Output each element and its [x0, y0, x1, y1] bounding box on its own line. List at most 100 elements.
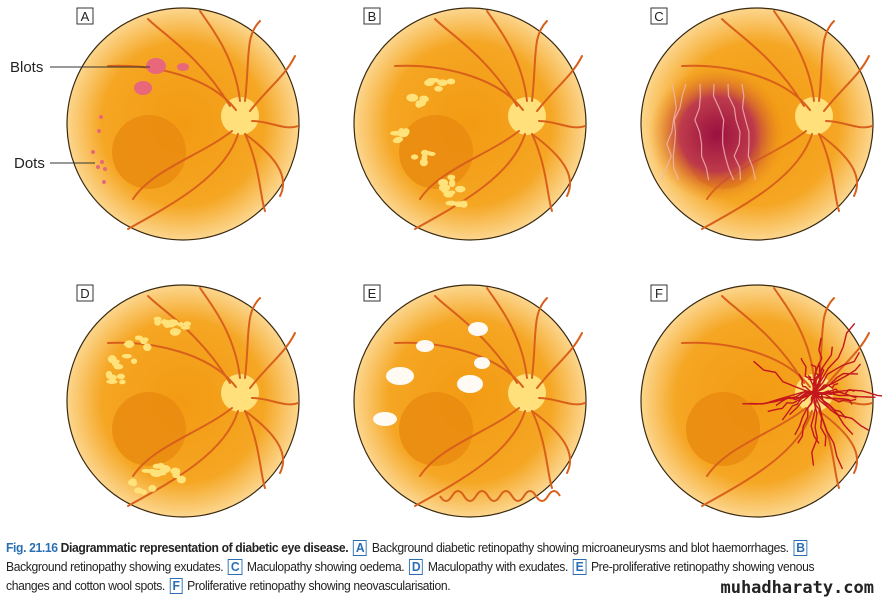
figure-title: Diagrammatic representation of diabetic …: [60, 540, 349, 555]
caption-text-b: Background retinopathy showing exudates.: [6, 559, 227, 574]
retinal-vessels: [394, 287, 586, 507]
vessel: [701, 133, 813, 230]
caption-text-a: Background diabetic retinopathy showing …: [368, 540, 792, 555]
macula: [112, 115, 186, 189]
vessel: [825, 120, 873, 129]
vessel: [531, 410, 553, 489]
hard-exudate: [447, 174, 456, 181]
panel-label: F: [655, 286, 663, 301]
vessel: [818, 133, 840, 212]
new-vessel: [812, 337, 823, 394]
hard-exudate: [455, 185, 466, 193]
cotton-wool-spot: [474, 357, 490, 369]
caption-letter-e: E: [572, 559, 587, 575]
hard-exudate: [406, 93, 419, 102]
vessel: [419, 130, 520, 200]
dots-label: Dots: [14, 155, 45, 172]
figure-number: Fig. 21.16: [6, 540, 58, 555]
hard-exudate: [157, 469, 165, 476]
vessel: [249, 332, 296, 389]
hard-exudate: [448, 179, 456, 188]
macula: [686, 392, 760, 466]
new-vessel: [813, 351, 861, 394]
new-vessel: [753, 360, 815, 394]
panel-label: D: [80, 286, 89, 301]
diabetic-eye-disease-figure: A B C D E F Blots Dots: [10, 7, 882, 518]
vessel: [127, 133, 239, 230]
caption-items: A Background diabetic retinopathy showin…: [6, 540, 815, 594]
hard-exudate: [398, 128, 405, 136]
hard-exudate: [142, 337, 149, 343]
hard-exudate: [419, 158, 428, 167]
hard-exudate: [438, 179, 449, 186]
hard-exudate: [180, 325, 191, 330]
hard-exudate: [448, 190, 456, 195]
tortuous-vessel: [672, 83, 687, 181]
new-vessel: [798, 373, 815, 394]
hard-exudate: [176, 475, 187, 484]
retinal-vessels: [681, 10, 873, 230]
microaneurysm-dot: [97, 129, 101, 133]
vessel: [823, 332, 870, 389]
cotton-wool-spot: [416, 340, 434, 352]
blot-haemorrhage: [177, 63, 189, 71]
caption-letter-b: B: [793, 540, 808, 556]
venous-loop: [439, 490, 561, 502]
vessel: [486, 10, 528, 102]
caption-letter-f: F: [169, 578, 183, 594]
figure-caption: Fig. 21.16 Diagrammatic representation o…: [6, 538, 825, 595]
vessel: [818, 297, 835, 379]
vessel: [538, 397, 586, 406]
caption-letter-c: C: [228, 559, 243, 575]
new-vessels: [742, 322, 882, 470]
new-vessel: [813, 392, 854, 435]
vessel: [434, 18, 518, 107]
tortuous-vessel: [712, 83, 735, 181]
vessel: [531, 133, 553, 212]
tortuous-vessel: [694, 83, 710, 181]
vessel: [127, 410, 239, 507]
hard-exudate: [434, 85, 443, 92]
vessel: [706, 407, 807, 477]
vessel: [823, 55, 870, 112]
vessel: [414, 133, 526, 230]
hard-exudate: [154, 318, 162, 326]
new-vessel: [813, 346, 833, 394]
vessel: [414, 410, 526, 507]
vessel: [244, 297, 261, 379]
new-vessel: [813, 392, 847, 419]
vessel: [818, 133, 859, 197]
microaneurysm-dot: [99, 115, 103, 119]
new-vessel: [794, 392, 815, 436]
vessel: [419, 407, 520, 477]
optic-disc: [795, 97, 833, 135]
optic-disc: [221, 374, 259, 412]
fundus-panel-f: F: [640, 284, 882, 518]
hard-exudate: [113, 363, 124, 370]
cotton-wool-spot: [373, 412, 397, 426]
hard-exudate: [148, 484, 157, 492]
microaneurysm-dot: [103, 167, 107, 171]
fundus-panel-b: B: [353, 7, 587, 241]
vessel: [132, 407, 233, 477]
cotton-wool-spot: [457, 375, 483, 393]
macula: [399, 115, 473, 189]
panel-label-box: [650, 7, 668, 25]
vessel: [531, 133, 572, 197]
vessel: [244, 410, 285, 474]
vessel: [132, 130, 233, 200]
vessel: [486, 287, 528, 379]
hard-exudate: [121, 353, 132, 359]
macula: [399, 392, 473, 466]
microaneurysm-dot: [100, 160, 104, 164]
new-vessel: [813, 392, 844, 470]
microaneurysm-dot: [91, 150, 95, 154]
hard-exudate: [446, 78, 456, 85]
vessel: [531, 410, 572, 474]
caption-text-e: Pre-proliferative retinopathy showing ve…: [6, 559, 815, 593]
retinal-vessels: [394, 10, 586, 230]
caption-text-c: Maculopathy showing oedema.: [243, 559, 408, 574]
panel-label-box: [76, 284, 94, 302]
vessel: [721, 295, 805, 384]
hard-exudate: [172, 328, 182, 334]
